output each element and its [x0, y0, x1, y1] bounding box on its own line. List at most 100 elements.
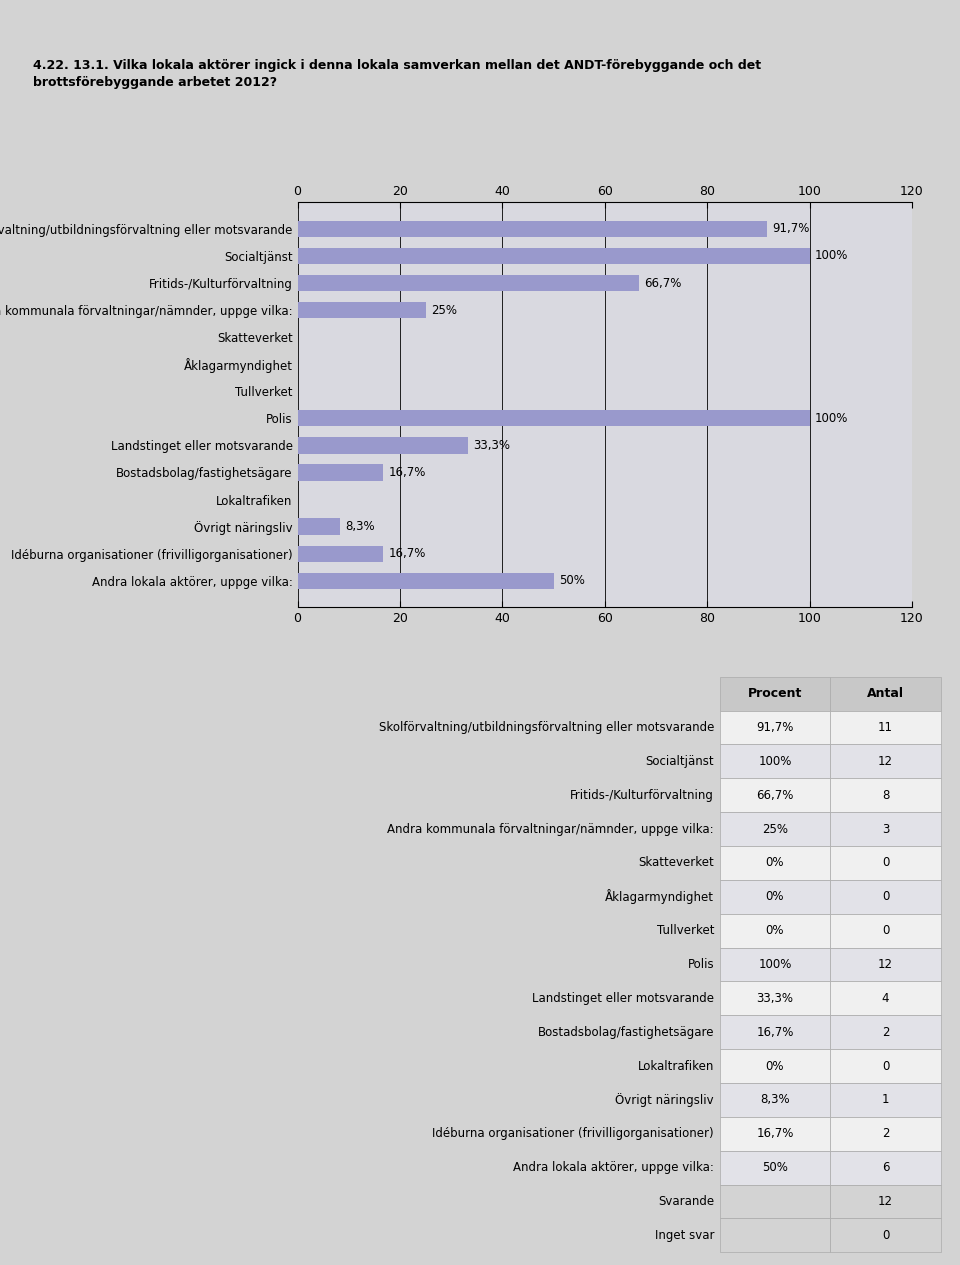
Text: 25%: 25% [431, 304, 457, 316]
Text: Tullverket: Tullverket [657, 925, 714, 937]
Text: 100%: 100% [758, 755, 792, 768]
Text: 2: 2 [881, 1127, 889, 1140]
Text: 3: 3 [882, 822, 889, 836]
Bar [19, 880, 720, 913]
Text: 0%: 0% [766, 1060, 784, 1073]
Bar [720, 745, 830, 778]
Bar [720, 711, 830, 745]
Bar [19, 846, 720, 880]
Text: 0: 0 [882, 856, 889, 869]
Text: 6: 6 [881, 1161, 889, 1174]
Text: 2: 2 [881, 1026, 889, 1039]
Bar [298, 275, 639, 291]
Bar [19, 778, 720, 812]
Text: 0: 0 [882, 925, 889, 937]
Bar [830, 1184, 941, 1218]
Bar [830, 778, 941, 812]
Bar [19, 1151, 720, 1184]
Bar [19, 1218, 720, 1252]
Bar [19, 745, 720, 778]
Bar [298, 221, 767, 237]
Bar [19, 1083, 720, 1117]
Bar [830, 745, 941, 778]
Text: 91,7%: 91,7% [772, 223, 809, 235]
Bar [720, 947, 830, 982]
Bar [720, 1083, 830, 1117]
Bar [830, 982, 941, 1016]
Bar [298, 519, 340, 535]
Text: 4: 4 [881, 992, 889, 1004]
Text: Bostadsbolag/fastighetsägare: Bostadsbolag/fastighetsägare [538, 1026, 714, 1039]
Text: 0: 0 [882, 891, 889, 903]
Bar [830, 1049, 941, 1083]
Text: Svarande: Svarande [658, 1195, 714, 1208]
Text: 25%: 25% [762, 822, 788, 836]
Text: 33,3%: 33,3% [756, 992, 793, 1004]
Text: Lokaltrafiken: Lokaltrafiken [637, 1060, 714, 1073]
Text: 8: 8 [882, 789, 889, 802]
Text: 0%: 0% [766, 925, 784, 937]
Bar [720, 846, 830, 880]
Text: 66,7%: 66,7% [756, 789, 794, 802]
Text: Skolförvaltning/utbildningsförvaltning eller motsvarande: Skolförvaltning/utbildningsförvaltning e… [378, 721, 714, 734]
Text: 0: 0 [882, 1228, 889, 1242]
Bar [298, 464, 383, 481]
Text: 0%: 0% [766, 891, 784, 903]
Text: 12: 12 [878, 958, 893, 972]
Bar [720, 1016, 830, 1049]
Bar [830, 1016, 941, 1049]
Bar [19, 711, 720, 745]
Text: Övrigt näringsliv: Övrigt näringsliv [615, 1093, 714, 1107]
Text: 16,7%: 16,7% [756, 1127, 794, 1140]
Text: 100%: 100% [815, 249, 848, 262]
Text: 50%: 50% [762, 1161, 788, 1174]
Bar [830, 1083, 941, 1117]
Bar [830, 1218, 941, 1252]
Text: 100%: 100% [758, 958, 792, 972]
Bar [720, 1184, 830, 1218]
Text: 0%: 0% [766, 856, 784, 869]
Bar [19, 1049, 720, 1083]
Text: 16,7%: 16,7% [756, 1026, 794, 1039]
Text: 16,7%: 16,7% [388, 548, 425, 560]
Text: Landstinget eller motsvarande: Landstinget eller motsvarande [532, 992, 714, 1004]
Bar [830, 711, 941, 745]
Bar [19, 1016, 720, 1049]
Bar [720, 677, 830, 711]
Bar [720, 1151, 830, 1184]
Text: 8,3%: 8,3% [346, 520, 374, 533]
Text: Skatteverket: Skatteverket [638, 856, 714, 869]
Text: 66,7%: 66,7% [644, 277, 682, 290]
Text: 0: 0 [882, 1060, 889, 1073]
Text: Åklagarmyndighet: Åklagarmyndighet [605, 889, 714, 904]
Bar [720, 880, 830, 913]
Text: 91,7%: 91,7% [756, 721, 794, 734]
Text: 11: 11 [878, 721, 893, 734]
Bar [19, 677, 720, 711]
Bar [830, 947, 941, 982]
Bar [720, 778, 830, 812]
Text: Inget svar: Inget svar [655, 1228, 714, 1242]
Text: Andra kommunala förvaltningar/nämnder, uppge vilka:: Andra kommunala förvaltningar/nämnder, u… [388, 822, 714, 836]
Bar [830, 1151, 941, 1184]
Text: Polis: Polis [687, 958, 714, 972]
Bar [19, 913, 720, 947]
Text: 1: 1 [881, 1093, 889, 1107]
Bar [720, 1049, 830, 1083]
Text: 100%: 100% [815, 412, 848, 425]
Text: 12: 12 [878, 1195, 893, 1208]
Bar [19, 982, 720, 1016]
Bar [19, 1117, 720, 1151]
Bar [830, 846, 941, 880]
Text: 50%: 50% [559, 574, 585, 587]
Text: 4.22. 13.1. Vilka lokala aktörer ingick i denna lokala samverkan mellan det ANDT: 4.22. 13.1. Vilka lokala aktörer ingick … [33, 58, 761, 89]
Bar [720, 812, 830, 846]
Bar [298, 545, 383, 562]
Bar [19, 1184, 720, 1218]
Bar [720, 1117, 830, 1151]
Bar [830, 677, 941, 711]
Bar [19, 812, 720, 846]
Bar [19, 947, 720, 982]
Text: Antal: Antal [867, 687, 904, 701]
Bar [298, 438, 468, 454]
